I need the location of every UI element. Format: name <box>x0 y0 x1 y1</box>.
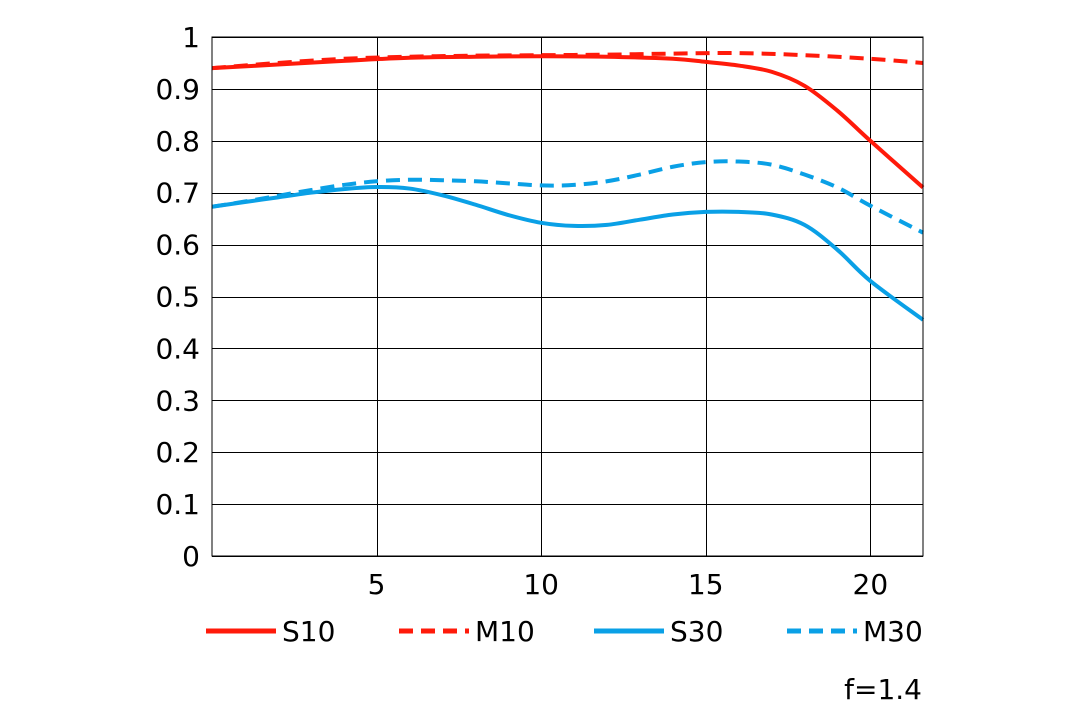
grid <box>212 37 923 557</box>
x-tick-label: 10 <box>523 568 559 601</box>
y-tick-label: 1 <box>182 21 200 54</box>
series-line-m10 <box>211 51 924 71</box>
legend-label-m30: M30 <box>863 615 923 648</box>
y-tick-label: 0.3 <box>155 384 200 417</box>
aperture-note: f=1.4 <box>844 673 922 706</box>
legend-label-s10: S10 <box>282 615 335 648</box>
y-tick-label: 0.4 <box>155 332 200 365</box>
legend: S10 M10 S30 M30 <box>206 615 923 648</box>
plot-frame <box>211 36 924 557</box>
y-tick-label: 0.1 <box>155 488 200 521</box>
y-tick-label: 0.7 <box>155 177 200 210</box>
y-tick-label: 0.8 <box>155 125 200 158</box>
y-axis-tick-labels: 0 0.1 0.2 0.3 0.4 0.5 0.6 0.7 0.8 0.9 1 <box>155 21 200 573</box>
y-tick-label: 0 <box>182 540 200 573</box>
y-tick-label: 0.2 <box>155 436 200 469</box>
series-line-m30 <box>211 159 924 235</box>
y-tick-label: 0.6 <box>155 229 200 262</box>
y-tick-label: 0.5 <box>155 281 200 314</box>
series-line-s10 <box>211 54 925 190</box>
series-lines <box>211 51 925 322</box>
series-line-s30 <box>211 184 925 322</box>
x-tick-label: 5 <box>368 568 386 601</box>
x-axis-tick-labels: 5 10 15 20 <box>368 568 888 601</box>
y-tick-label: 0.9 <box>155 73 200 106</box>
x-tick-label: 20 <box>853 568 889 601</box>
legend-label-m10: M10 <box>475 615 535 648</box>
legend-label-s30: S30 <box>670 615 723 648</box>
x-tick-label: 15 <box>688 568 724 601</box>
